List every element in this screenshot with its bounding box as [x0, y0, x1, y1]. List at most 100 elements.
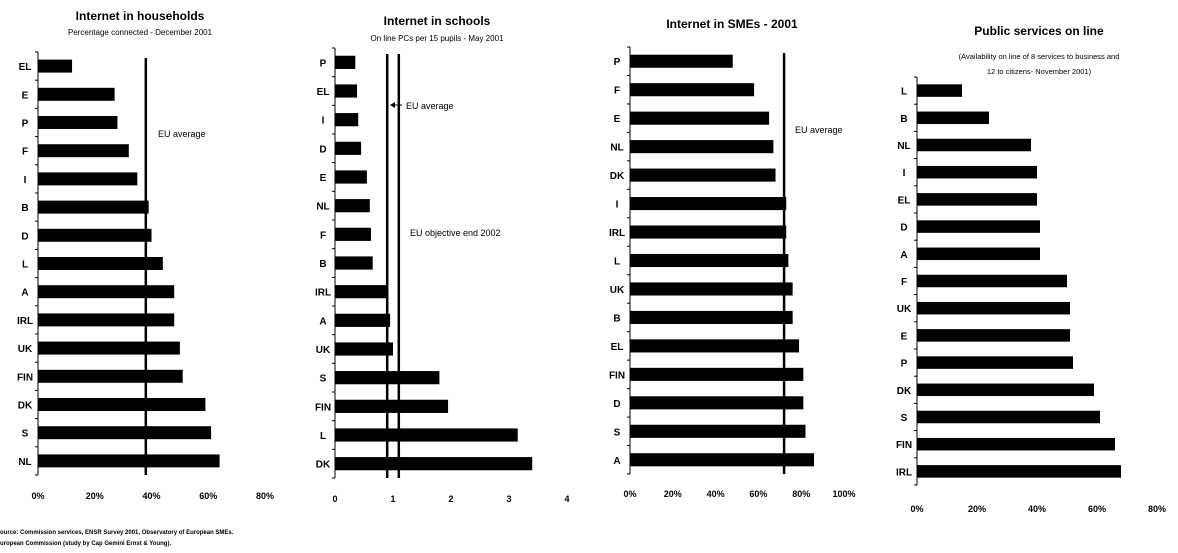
category-label: F	[22, 147, 28, 158]
category-label: EL	[611, 342, 624, 353]
category-label: IRL	[896, 467, 912, 478]
bar-irl	[38, 313, 175, 327]
category-label: D	[319, 144, 326, 155]
bar-nl	[38, 454, 220, 468]
chart-title: Internet in SMEs - 2001	[666, 17, 798, 31]
category-label: DK	[316, 460, 331, 471]
x-tick-label: 3	[506, 494, 511, 504]
bar-el	[630, 339, 800, 353]
category-label: S	[614, 427, 621, 438]
reference-label: EU average	[158, 129, 206, 139]
bar-l	[335, 428, 518, 442]
x-tick-label: 2	[448, 494, 453, 504]
bar-fin	[917, 437, 1115, 451]
category-label: DK	[610, 171, 625, 182]
chart-subtitle: (Availability on line of 8 services to b…	[959, 52, 1120, 61]
category-label: S	[901, 413, 908, 424]
bar-i	[38, 172, 138, 186]
category-label: L	[614, 257, 620, 268]
bar-dk	[630, 168, 776, 182]
bar-l	[630, 253, 789, 268]
bar-dk	[335, 457, 533, 471]
x-tick-label: 0%	[31, 491, 44, 501]
bar-el	[38, 59, 73, 73]
category-label: D	[21, 231, 28, 242]
x-tick-label: 0	[332, 494, 337, 504]
category-label: A	[613, 456, 620, 467]
category-label: F	[614, 86, 620, 97]
bar-i	[335, 113, 359, 127]
bar-d	[630, 396, 804, 410]
bar-uk	[38, 341, 180, 355]
bar-uk	[335, 342, 393, 356]
bar-el	[917, 193, 1037, 206]
category-label: IRL	[315, 288, 331, 299]
bar-nl	[335, 199, 370, 213]
category-label: B	[21, 203, 28, 214]
x-tick-label: 0%	[623, 489, 636, 499]
bar-e	[917, 329, 1070, 342]
chart-title: Internet in schools	[384, 14, 491, 28]
x-tick-label: 80%	[792, 489, 810, 499]
category-label: D	[900, 223, 907, 234]
bar-f	[630, 83, 755, 97]
source-line-1: ource: Commission services, ENSR Survey …	[0, 530, 234, 536]
bar-s	[630, 424, 806, 438]
x-tick-label: 60%	[199, 491, 217, 501]
category-label: UK	[610, 285, 625, 296]
bar-e	[630, 111, 770, 125]
category-label: I	[322, 116, 325, 127]
category-label: NL	[897, 141, 910, 152]
bar-irl	[630, 225, 787, 239]
category-label: B	[613, 313, 620, 324]
bar-p	[335, 55, 356, 69]
category-label: B	[900, 114, 907, 125]
chart-4: Public services on line (Availability on …	[896, 24, 1166, 514]
category-label: UK	[316, 345, 331, 356]
category-label: D	[613, 399, 620, 410]
category-label: P	[901, 359, 908, 370]
category-label: IRL	[17, 316, 33, 327]
x-tick-label: 40%	[142, 491, 160, 501]
category-label: S	[22, 429, 29, 440]
bar-b	[630, 310, 793, 324]
chart-subtitle: On line PCs per 15 pupils - May 2001	[371, 34, 505, 43]
category-label: FIN	[315, 402, 331, 413]
x-tick-label: 60%	[749, 489, 767, 499]
category-label: L	[320, 431, 326, 442]
category-label: FIN	[896, 440, 912, 451]
category-label: DK	[897, 386, 912, 397]
chart-2: Internet in schools On line PCs per 15 pu…	[315, 14, 570, 504]
bar-p	[630, 54, 733, 68]
category-label: IRL	[609, 228, 625, 239]
arrow-head	[390, 102, 395, 108]
category-label: I	[616, 200, 619, 211]
category-label: E	[320, 173, 327, 184]
category-label: S	[320, 374, 327, 385]
category-label: F	[901, 277, 907, 288]
chart-3: Internet in SMEs - 2001 P F E NL DK I IRL L UK B EL…	[609, 17, 856, 499]
bar-e	[38, 87, 115, 101]
bar-l	[38, 257, 163, 270]
category-label: NL	[610, 143, 623, 154]
category-label: E	[614, 114, 621, 125]
bar-uk	[630, 282, 793, 296]
chart-title: Internet in households	[76, 9, 205, 23]
category-label: E	[901, 331, 908, 342]
bar-irl	[917, 465, 1121, 478]
category-label: NL	[316, 202, 329, 213]
bar-d	[917, 220, 1040, 233]
bar-s	[917, 410, 1100, 424]
chart-1: Internet in households Percentage connect…	[17, 9, 274, 501]
chart-subtitle: Percentage connected - December 2001	[68, 28, 213, 37]
category-label: NL	[18, 457, 31, 468]
x-tick-label: 20%	[86, 491, 104, 501]
category-label: B	[319, 259, 326, 270]
x-tick-label: 0%	[910, 504, 923, 514]
reference-label: EU average	[406, 101, 454, 111]
x-tick-label: 20%	[664, 489, 682, 499]
category-label: A	[319, 316, 326, 327]
x-tick-label: 40%	[707, 489, 725, 499]
bar-uk	[917, 301, 1070, 315]
category-label: UK	[897, 304, 912, 315]
